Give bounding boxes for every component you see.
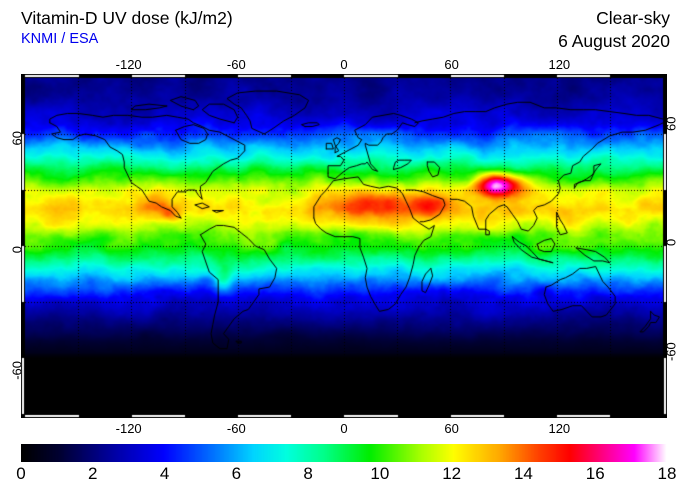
lon-tick-top-0: 0 xyxy=(340,57,348,72)
sky-condition-label: Clear-sky xyxy=(596,8,670,28)
lat-tick-left-60: 60 xyxy=(9,131,25,146)
colorbar xyxy=(21,444,667,462)
lon-tick-top-60: 60 xyxy=(444,57,459,72)
colorbar-tick-12: 12 xyxy=(442,464,462,483)
lat-tick-left--60: -60 xyxy=(9,360,25,380)
colorbar-tick-6: 6 xyxy=(231,464,242,483)
colorbar-tick-4: 4 xyxy=(159,464,170,483)
chart-header: Vitamin-D UV dose (kJ/m2) KNMI / ESA Cle… xyxy=(0,0,688,58)
lon-tick-top--120: -120 xyxy=(115,57,142,72)
lon-tick-bottom-0: 0 xyxy=(340,421,348,436)
colorbar-gradient xyxy=(21,444,667,462)
lat-tick-right-0: 0 xyxy=(663,238,679,246)
colorbar-tick-18: 18 xyxy=(657,464,677,483)
lat-tick-right--60: -60 xyxy=(663,341,679,361)
colorbar-tick-10: 10 xyxy=(370,464,390,483)
lat-tick-left-0: 0 xyxy=(9,246,25,254)
colorbar-tick-8: 8 xyxy=(303,464,313,483)
data-source-label: KNMI / ESA xyxy=(21,31,99,47)
lon-tick-top--60: -60 xyxy=(226,57,246,72)
lat-tick-right-60: 60 xyxy=(663,116,679,132)
colorbar-tick-0: 0 xyxy=(16,464,26,483)
uv-dose-world-heatmap xyxy=(21,74,667,418)
colorbar-tick-14: 14 xyxy=(513,464,533,483)
colorbar-tick-2: 2 xyxy=(88,464,98,483)
colorbar-tick-16: 16 xyxy=(585,464,605,483)
map-plot-area: -120 -120 -60 -60 0 0 60 60 120 120 -60 -60 0 0 60 60 xyxy=(10,58,679,435)
colorbar-tick-labels: 0 2 4 6 8 10 12 14 16 18 xyxy=(16,464,676,486)
page-title: Vitamin-D UV dose (kJ/m2) xyxy=(21,8,233,28)
lon-tick-bottom-60: 60 xyxy=(444,421,459,436)
date-label: 6 August 2020 xyxy=(558,31,670,51)
lon-tick-bottom-120: 120 xyxy=(548,421,571,436)
lon-tick-top-120: 120 xyxy=(548,57,571,72)
lon-tick-bottom--60: -60 xyxy=(226,421,246,436)
lon-tick-bottom--120: -120 xyxy=(115,421,142,436)
